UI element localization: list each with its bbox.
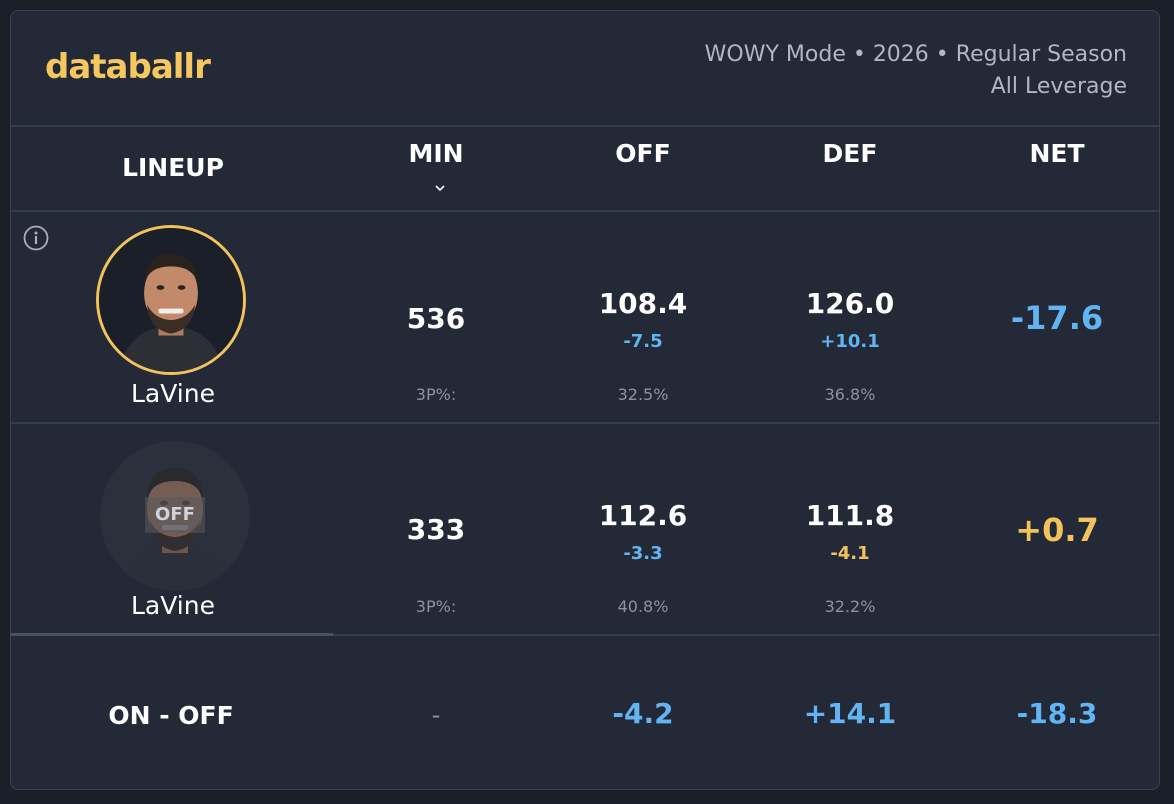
wowy-card: databallr WOWY Mode • 2026 • Regular Sea… — [10, 10, 1160, 790]
player-avatar-on[interactable] — [96, 225, 246, 375]
summary-min: - — [431, 701, 441, 729]
three-pt-label: 3P%: — [415, 597, 457, 616]
net-rating: -17.6 — [1010, 299, 1104, 337]
col-def[interactable]: DEF — [822, 139, 878, 168]
player-name: LaVine — [131, 591, 215, 620]
min-value: 333 — [406, 513, 466, 546]
databallr-logo[interactable]: databallr — [45, 47, 211, 87]
off-rating: 112.6 — [598, 499, 688, 532]
col-lineup: LINEUP — [122, 153, 224, 182]
mode-info: WOWY Mode • 2026 • Regular Season All Le… — [705, 39, 1127, 103]
divider — [11, 422, 1159, 424]
player-avatar-off[interactable] — [100, 441, 250, 591]
off-badge: OFF — [145, 497, 205, 533]
summary-def: +14.1 — [803, 697, 897, 730]
off-three-pt: 32.5% — [617, 385, 669, 404]
def-rating: 111.8 — [805, 499, 895, 532]
player-name: LaVine — [131, 379, 215, 408]
divider — [11, 125, 1159, 127]
col-off[interactable]: OFF — [615, 139, 671, 168]
chevron-down-icon[interactable] — [435, 183, 445, 193]
info-icon[interactable] — [23, 225, 49, 251]
on-off-label: ON - OFF — [108, 701, 234, 730]
def-delta: -4.1 — [830, 543, 870, 564]
col-net[interactable]: NET — [1029, 139, 1085, 168]
off-delta: -7.5 — [623, 331, 663, 352]
summary-off: -4.2 — [612, 697, 674, 730]
divider — [11, 634, 1159, 636]
min-value: 536 — [406, 302, 466, 335]
active-row-underline — [11, 633, 333, 636]
def-rating: 126.0 — [805, 287, 895, 320]
def-three-pt: 32.2% — [824, 597, 876, 616]
off-delta: -3.3 — [623, 543, 663, 564]
mode-line-1: WOWY Mode • 2026 • Regular Season — [704, 42, 1127, 67]
net-rating: +0.7 — [1015, 511, 1099, 549]
player-headshot-icon — [99, 228, 243, 372]
def-delta: +10.1 — [820, 331, 880, 352]
mode-line-2: All Leverage — [990, 74, 1127, 99]
col-min[interactable]: MIN — [408, 139, 464, 168]
def-three-pt: 36.8% — [824, 385, 876, 404]
divider — [11, 210, 1159, 212]
off-three-pt: 40.8% — [617, 597, 669, 616]
summary-net: -18.3 — [1016, 697, 1098, 730]
off-rating: 108.4 — [598, 287, 688, 320]
three-pt-label: 3P%: — [415, 385, 457, 404]
